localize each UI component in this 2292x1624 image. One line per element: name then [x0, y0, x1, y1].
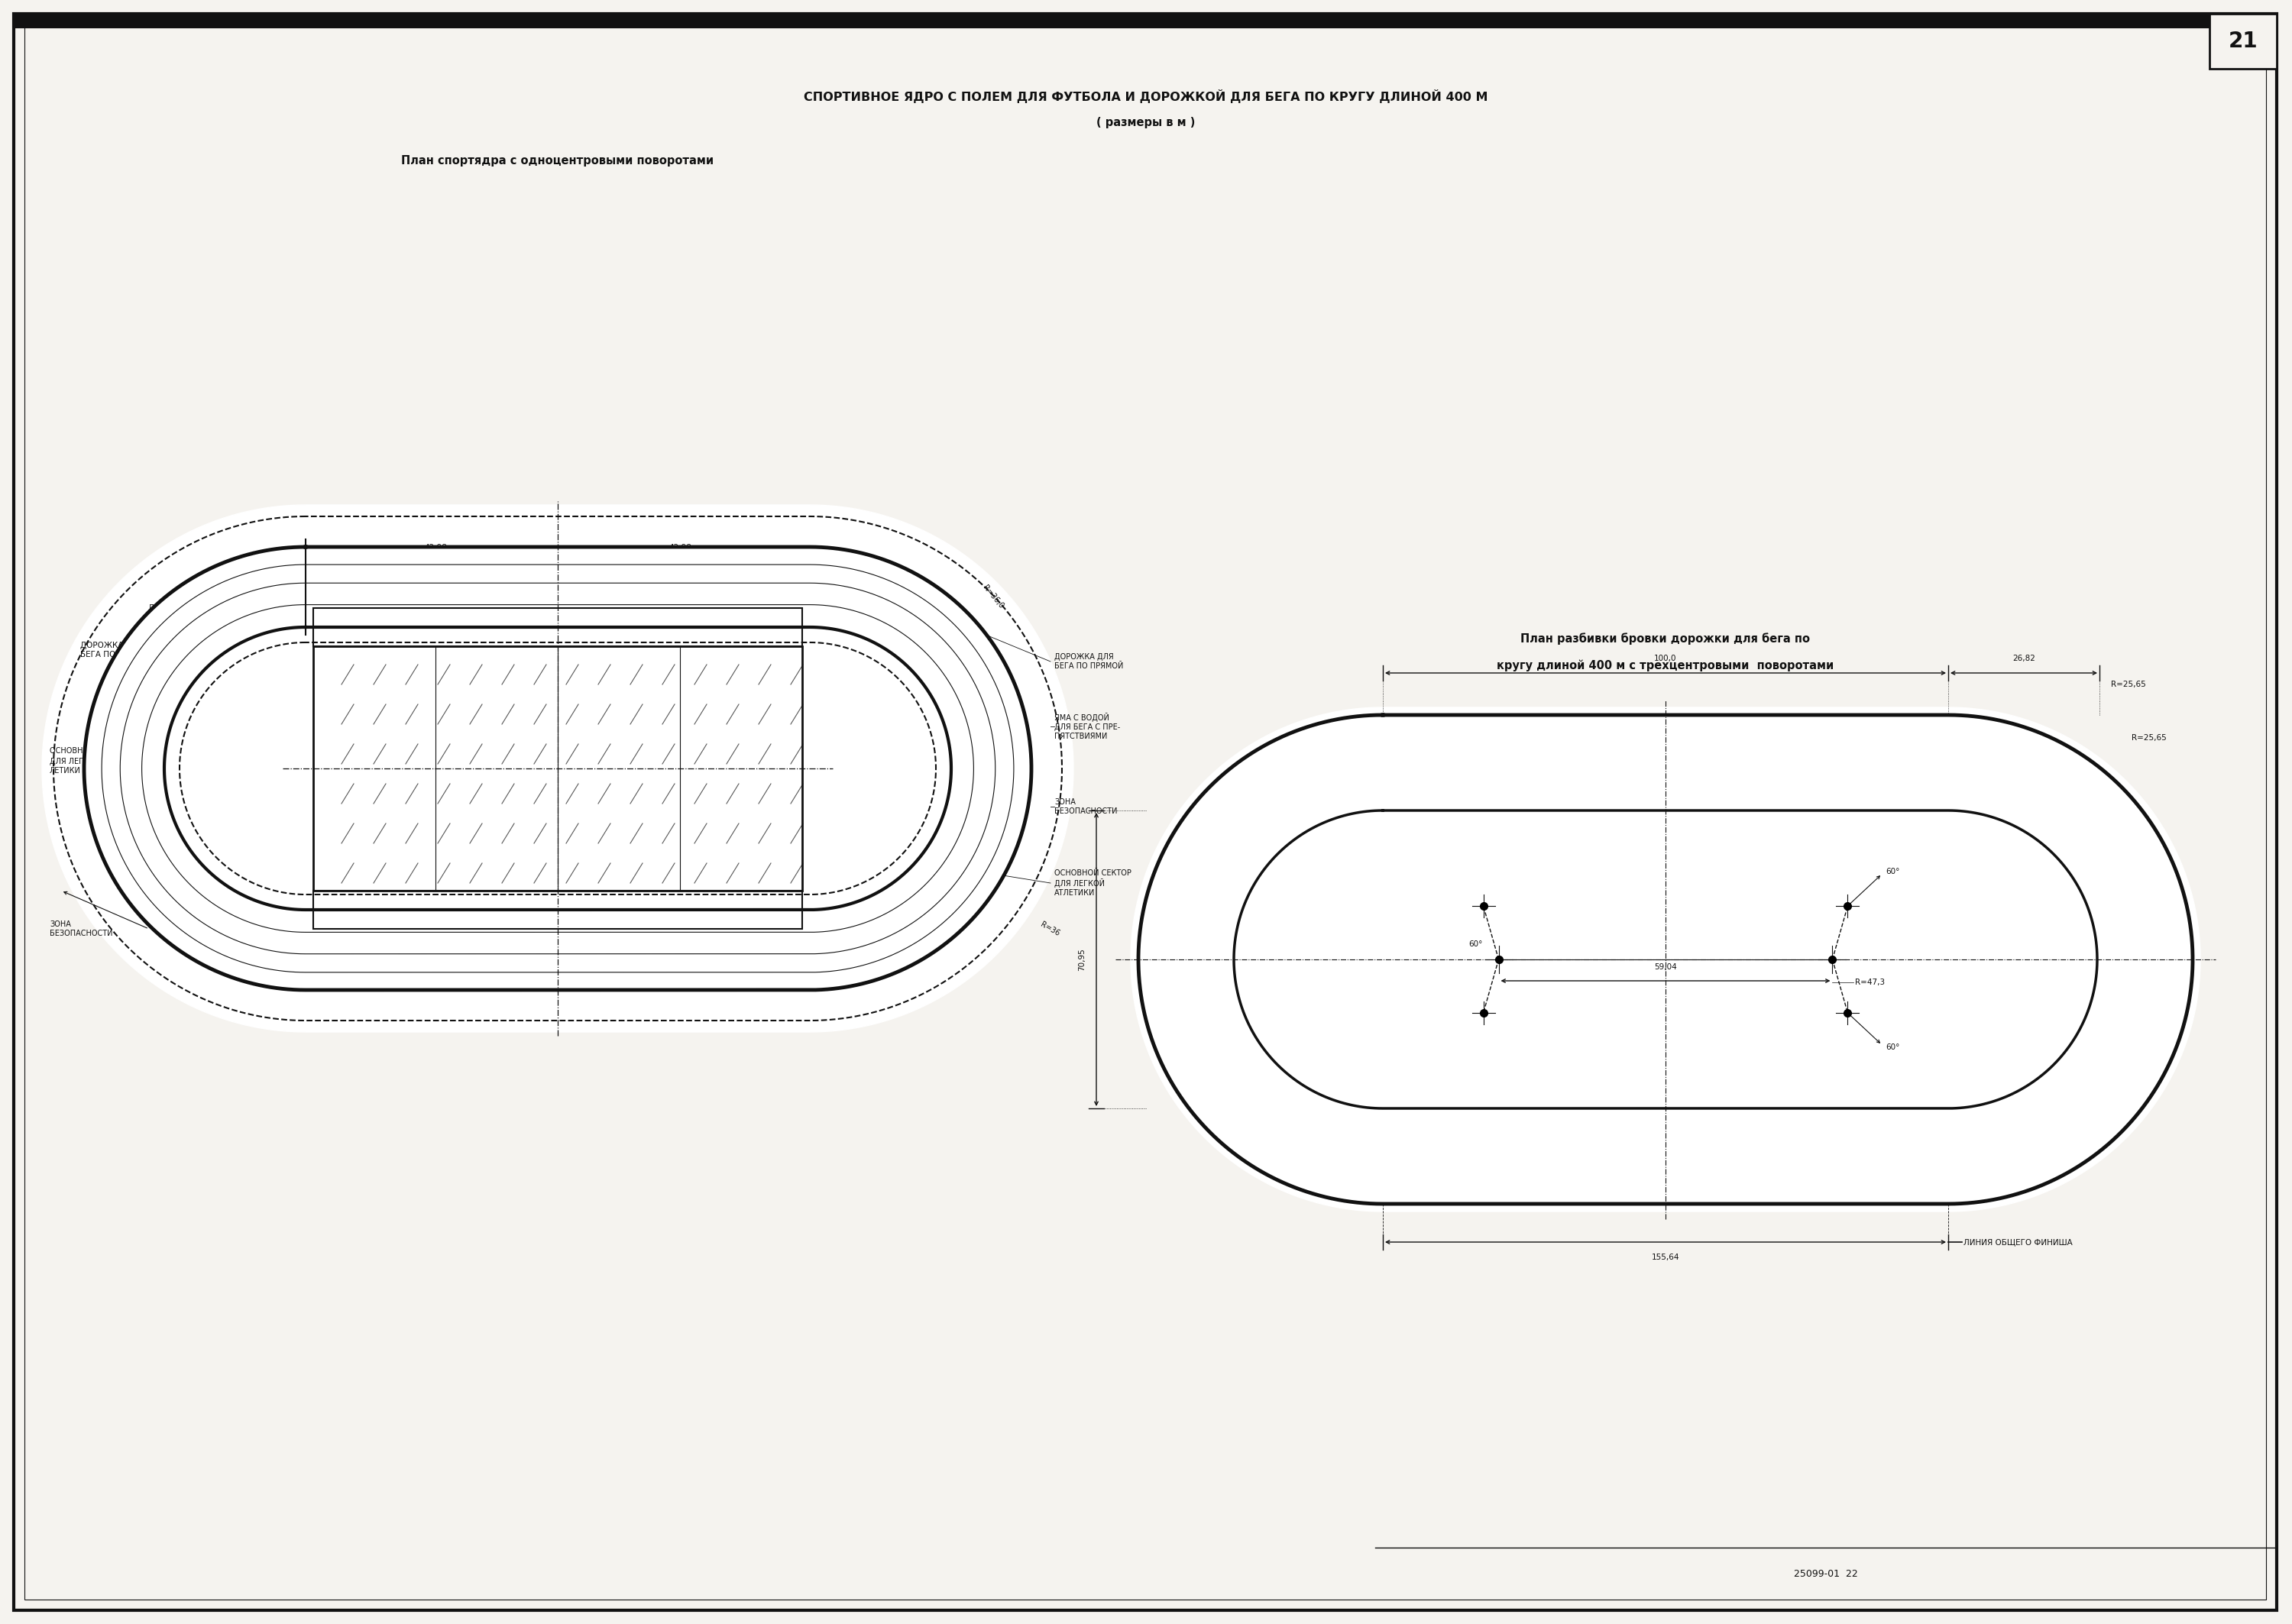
Bar	[314, 607, 802, 646]
Text: 25099-01  22: 25099-01 22	[1795, 1569, 1859, 1579]
Bar	[314, 890, 802, 929]
Polygon shape	[41, 505, 1073, 1031]
Text: ДОРОЖКА ДЛЯ
БЕГА ПО ПРЯМОЙ: ДОРОЖКА ДЛЯ БЕГА ПО ПРЯМОЙ	[1054, 653, 1123, 669]
Text: ДОРОЖКА ДЛЯ
БЕГА ПО КРУГУ: ДОРОЖКА ДЛЯ БЕГА ПО КРУГУ	[80, 641, 144, 658]
Text: R=47,3: R=47,3	[1854, 979, 1886, 986]
Text: R=36,0: R=36,0	[981, 583, 1006, 609]
Text: 59,04: 59,04	[1655, 963, 1678, 971]
Text: 100,0: 100,0	[1655, 654, 1678, 663]
Text: ≥29,0: ≥29,0	[809, 572, 834, 580]
Text: ≥20,0: ≥20,0	[284, 939, 309, 947]
Text: План спортядра с одноцентровыми поворотами: План спортядра с одноцентровыми поворота…	[401, 156, 715, 167]
Text: ЛИНИЯ ФИНИША: ЛИНИЯ ФИНИША	[149, 604, 218, 612]
Text: ЗОНА
БЕЗОПАСНОСТИ: ЗОНА БЕЗОПАСНОСТИ	[1054, 799, 1118, 815]
Text: R=25,65: R=25,65	[2132, 734, 2166, 742]
Polygon shape	[165, 627, 951, 909]
Text: ≥15,0: ≥15,0	[309, 572, 335, 580]
Text: 103,0: 103,0	[545, 806, 568, 812]
Text: R=25,65: R=25,65	[2111, 680, 2145, 689]
Text: 60°: 60°	[1886, 867, 1900, 875]
Text: ЗОНА
БЕЗОПАСНОСТИ: ЗОНА БЕЗОПАСНОСТИ	[50, 921, 112, 937]
Bar	[314, 646, 802, 890]
Text: ФУТБОЛЬНОЕ
// ПОЛЕ //: ФУТБОЛЬНОЕ // ПОЛЕ //	[493, 719, 562, 741]
Text: 21: 21	[2228, 31, 2258, 52]
Text: 60°: 60°	[1469, 940, 1483, 948]
Text: 10,0-10,7: 10,0-10,7	[878, 818, 917, 825]
Text: ( размеры в м ): ( размеры в м )	[1096, 117, 1196, 128]
Text: ОСНОВНОЙ СЕКТОР
ДЛЯ ЛЕГКОЙ АТ-
ЛЕТИКИ: ОСНОВНОЙ СЕКТОР ДЛЯ ЛЕГКОЙ АТ- ЛЕТИКИ	[50, 747, 126, 775]
Text: ОСНОВНОЙ СЕКТОР
ДЛЯ ЛЕГКОЙ
АТЛЕТИКИ: ОСНОВНОЙ СЕКТОР ДЛЯ ЛЕГКОЙ АТЛЕТИКИ	[1054, 869, 1132, 896]
Text: ЯМА С ВОДОЙ
ДЛЯ БЕГА С ПРЕ-
ПЯТСТВИЯМИ: ЯМА С ВОДОЙ ДЛЯ БЕГА С ПРЕ- ПЯТСТВИЯМИ	[1054, 713, 1121, 741]
Text: 26,82: 26,82	[2012, 654, 2035, 663]
Bar	[14, 13, 2276, 28]
Text: кругу длиной 400 м с трехцентровыми  поворотами: кругу длиной 400 м с трехцентровыми пово…	[1497, 659, 1834, 671]
Text: 155,64: 155,64	[1653, 1254, 1680, 1262]
Text: 70,95: 70,95	[1077, 948, 1086, 971]
Text: ДОПОЛНИ-
ТЕЛЬНЫЙ СЕКТОР
ДЛЯ  ПРЫЖКОВ: ДОПОЛНИ- ТЕЛЬНЫЙ СЕКТОР ДЛЯ ПРЫЖКОВ	[541, 615, 605, 638]
Text: 68,0: 68,0	[912, 760, 921, 778]
Text: R=36: R=36	[1038, 921, 1061, 937]
Polygon shape	[85, 547, 1031, 991]
Bar	[2209, 13, 2276, 68]
Text: ДОПОЛНИТЕЛЬНЫЙ СЕКТОР
ДЛЯ  ПРЫЖКОВ: ДОПОЛНИТЕЛЬНЫЙ СЕКТОР ДЛЯ ПРЫЖКОВ	[507, 948, 607, 963]
Text: СПОРТИВНОЕ ЯДРО С ПОЛЕМ ДЛЯ ФУТБОЛА И ДОРОЖКОЙ ДЛЯ БЕГА ПО КРУГУ ДЛИНОЙ 400 М: СПОРТИВНОЕ ЯДРО С ПОЛЕМ ДЛЯ ФУТБОЛА И ДО…	[804, 89, 1488, 102]
Text: 60°: 60°	[1886, 1044, 1900, 1051]
Text: 60,0: 60,0	[873, 698, 882, 716]
Text: 42,98: 42,98	[669, 544, 692, 552]
Polygon shape	[1130, 708, 2200, 1212]
Text: ЛИНИЯ ОБЩЕГО ФИНИША: ЛИНИЯ ОБЩЕГО ФИНИША	[1964, 1237, 2072, 1246]
Text: 42,98: 42,98	[424, 544, 447, 552]
Text: План разбивки бровки дорожки для бега по: План разбивки бровки дорожки для бега по	[1522, 633, 1811, 645]
